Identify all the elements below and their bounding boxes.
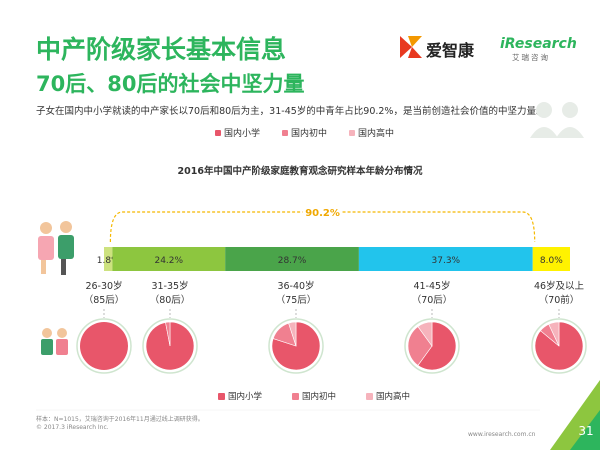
legend-bottom-item-primary: 国内小学	[218, 390, 262, 402]
legend-item-middle: 国内初中	[282, 126, 327, 139]
aizhikang-logo-icon	[400, 36, 422, 58]
footnote: 样本：N=1015，艾瑞咨询于2016年11月通过线上调研获得。	[36, 416, 204, 423]
legend-swatch	[366, 392, 374, 400]
legend-label: 国内初中	[291, 129, 328, 139]
pie-ring	[76, 318, 132, 374]
aizhikang-logo-text: 爱智康	[426, 41, 475, 60]
pie-ring	[404, 318, 460, 374]
person-icon	[58, 235, 74, 259]
category-age-label: 26-30岁	[85, 280, 122, 292]
pie-slice	[288, 321, 297, 347]
people-decor-icon	[530, 102, 584, 138]
legend-item-high: 国内高中	[349, 126, 394, 139]
bar-data-label: 24.2%	[154, 256, 183, 266]
person-icon	[38, 236, 54, 260]
category-gen-label: （80后）	[150, 294, 191, 306]
bar-data-label: 1.8%	[97, 256, 120, 266]
child-icon	[42, 328, 52, 338]
page-title: 中产阶级家长基本信息	[36, 35, 287, 64]
category-age-label: 31-35岁	[151, 280, 188, 292]
legend-swatch	[282, 129, 289, 136]
aizhikang-logo: 爱智康	[398, 34, 488, 60]
person-icon	[61, 259, 66, 275]
pie-slice	[271, 321, 321, 371]
corner-decoration	[550, 380, 600, 450]
child-icon	[56, 339, 68, 355]
legend-bottom-item-middle: 国内初中	[292, 390, 336, 402]
legend-label: 国内小学	[224, 129, 261, 139]
legend-swatch	[215, 129, 221, 136]
page-number: 31	[578, 424, 594, 438]
pie-slice	[548, 321, 560, 347]
iresearch-logo-subtext: 艾瑞咨询	[512, 53, 550, 62]
legend-top: 国内小学 国内初中 国内高中	[215, 126, 394, 139]
category-gen-label: （75后）	[276, 294, 317, 306]
person-icon	[40, 222, 52, 234]
bracket-label: 90.2%	[305, 208, 340, 219]
category-gen-label: （70前）	[539, 294, 580, 306]
legend-item-primary: 国内小学	[215, 126, 260, 139]
chart-title: 2016年中国中产阶级家庭教育观念研究样本年龄分布情况	[177, 166, 423, 177]
bar-segment	[532, 247, 570, 271]
bar-segment	[358, 247, 533, 271]
bracket-line	[109, 211, 536, 243]
pie-ring	[531, 318, 587, 374]
legend-label: 国内高中	[376, 392, 411, 402]
child-icon	[41, 339, 53, 355]
pie-ring	[142, 318, 198, 374]
bar-segment	[112, 247, 226, 271]
pie-slice	[407, 326, 433, 366]
iresearch-logo-text: iResearch	[500, 36, 577, 52]
copyright: © 2017.3 iResearch Inc.	[36, 424, 109, 431]
legend-swatch	[349, 129, 356, 136]
category-age-label: 36-40岁	[277, 280, 314, 292]
bar-data-label: 28.7%	[278, 256, 307, 266]
person-icon	[60, 221, 72, 233]
pie-slice	[80, 322, 128, 370]
legend-label: 国内小学	[228, 392, 263, 402]
pie-slice	[165, 321, 171, 347]
category-age-label: 41-45岁	[413, 280, 450, 292]
legend-label: 国内高中	[358, 129, 395, 139]
page-subtitle-heading: 70后、80后的社会中坚力量	[36, 72, 305, 96]
child-icon	[57, 328, 67, 338]
pie-ring	[268, 318, 324, 374]
person-icon	[41, 260, 46, 274]
bar-data-label: 8.0%	[540, 256, 563, 266]
page-description: 子女在国内中小学就读的中产家长以70后和80后为主，31-45岁的中青年占比90…	[36, 106, 546, 117]
bar-segment	[225, 247, 359, 271]
pie-slice	[417, 321, 433, 347]
legend-swatch	[292, 392, 300, 400]
legend-bottom-item-high: 国内高中	[366, 390, 410, 402]
pie-slice	[534, 321, 584, 371]
bar-segment	[104, 247, 113, 271]
bar-data-label: 37.3%	[432, 256, 461, 266]
iresearch-logo: iResearch 艾瑞咨询	[500, 36, 577, 66]
legend-swatch	[218, 392, 225, 400]
website-url: www.iresearch.com.cn	[468, 431, 536, 438]
category-gen-label: （70后）	[412, 294, 453, 306]
legend-label: 国内初中	[302, 392, 337, 402]
legend-bottom: 国内小学 国内初中 国内高中	[218, 390, 410, 402]
category-age-label: 46岁及以上	[534, 280, 585, 292]
pie-slice	[417, 321, 457, 371]
category-gen-label: （85后）	[84, 294, 125, 306]
